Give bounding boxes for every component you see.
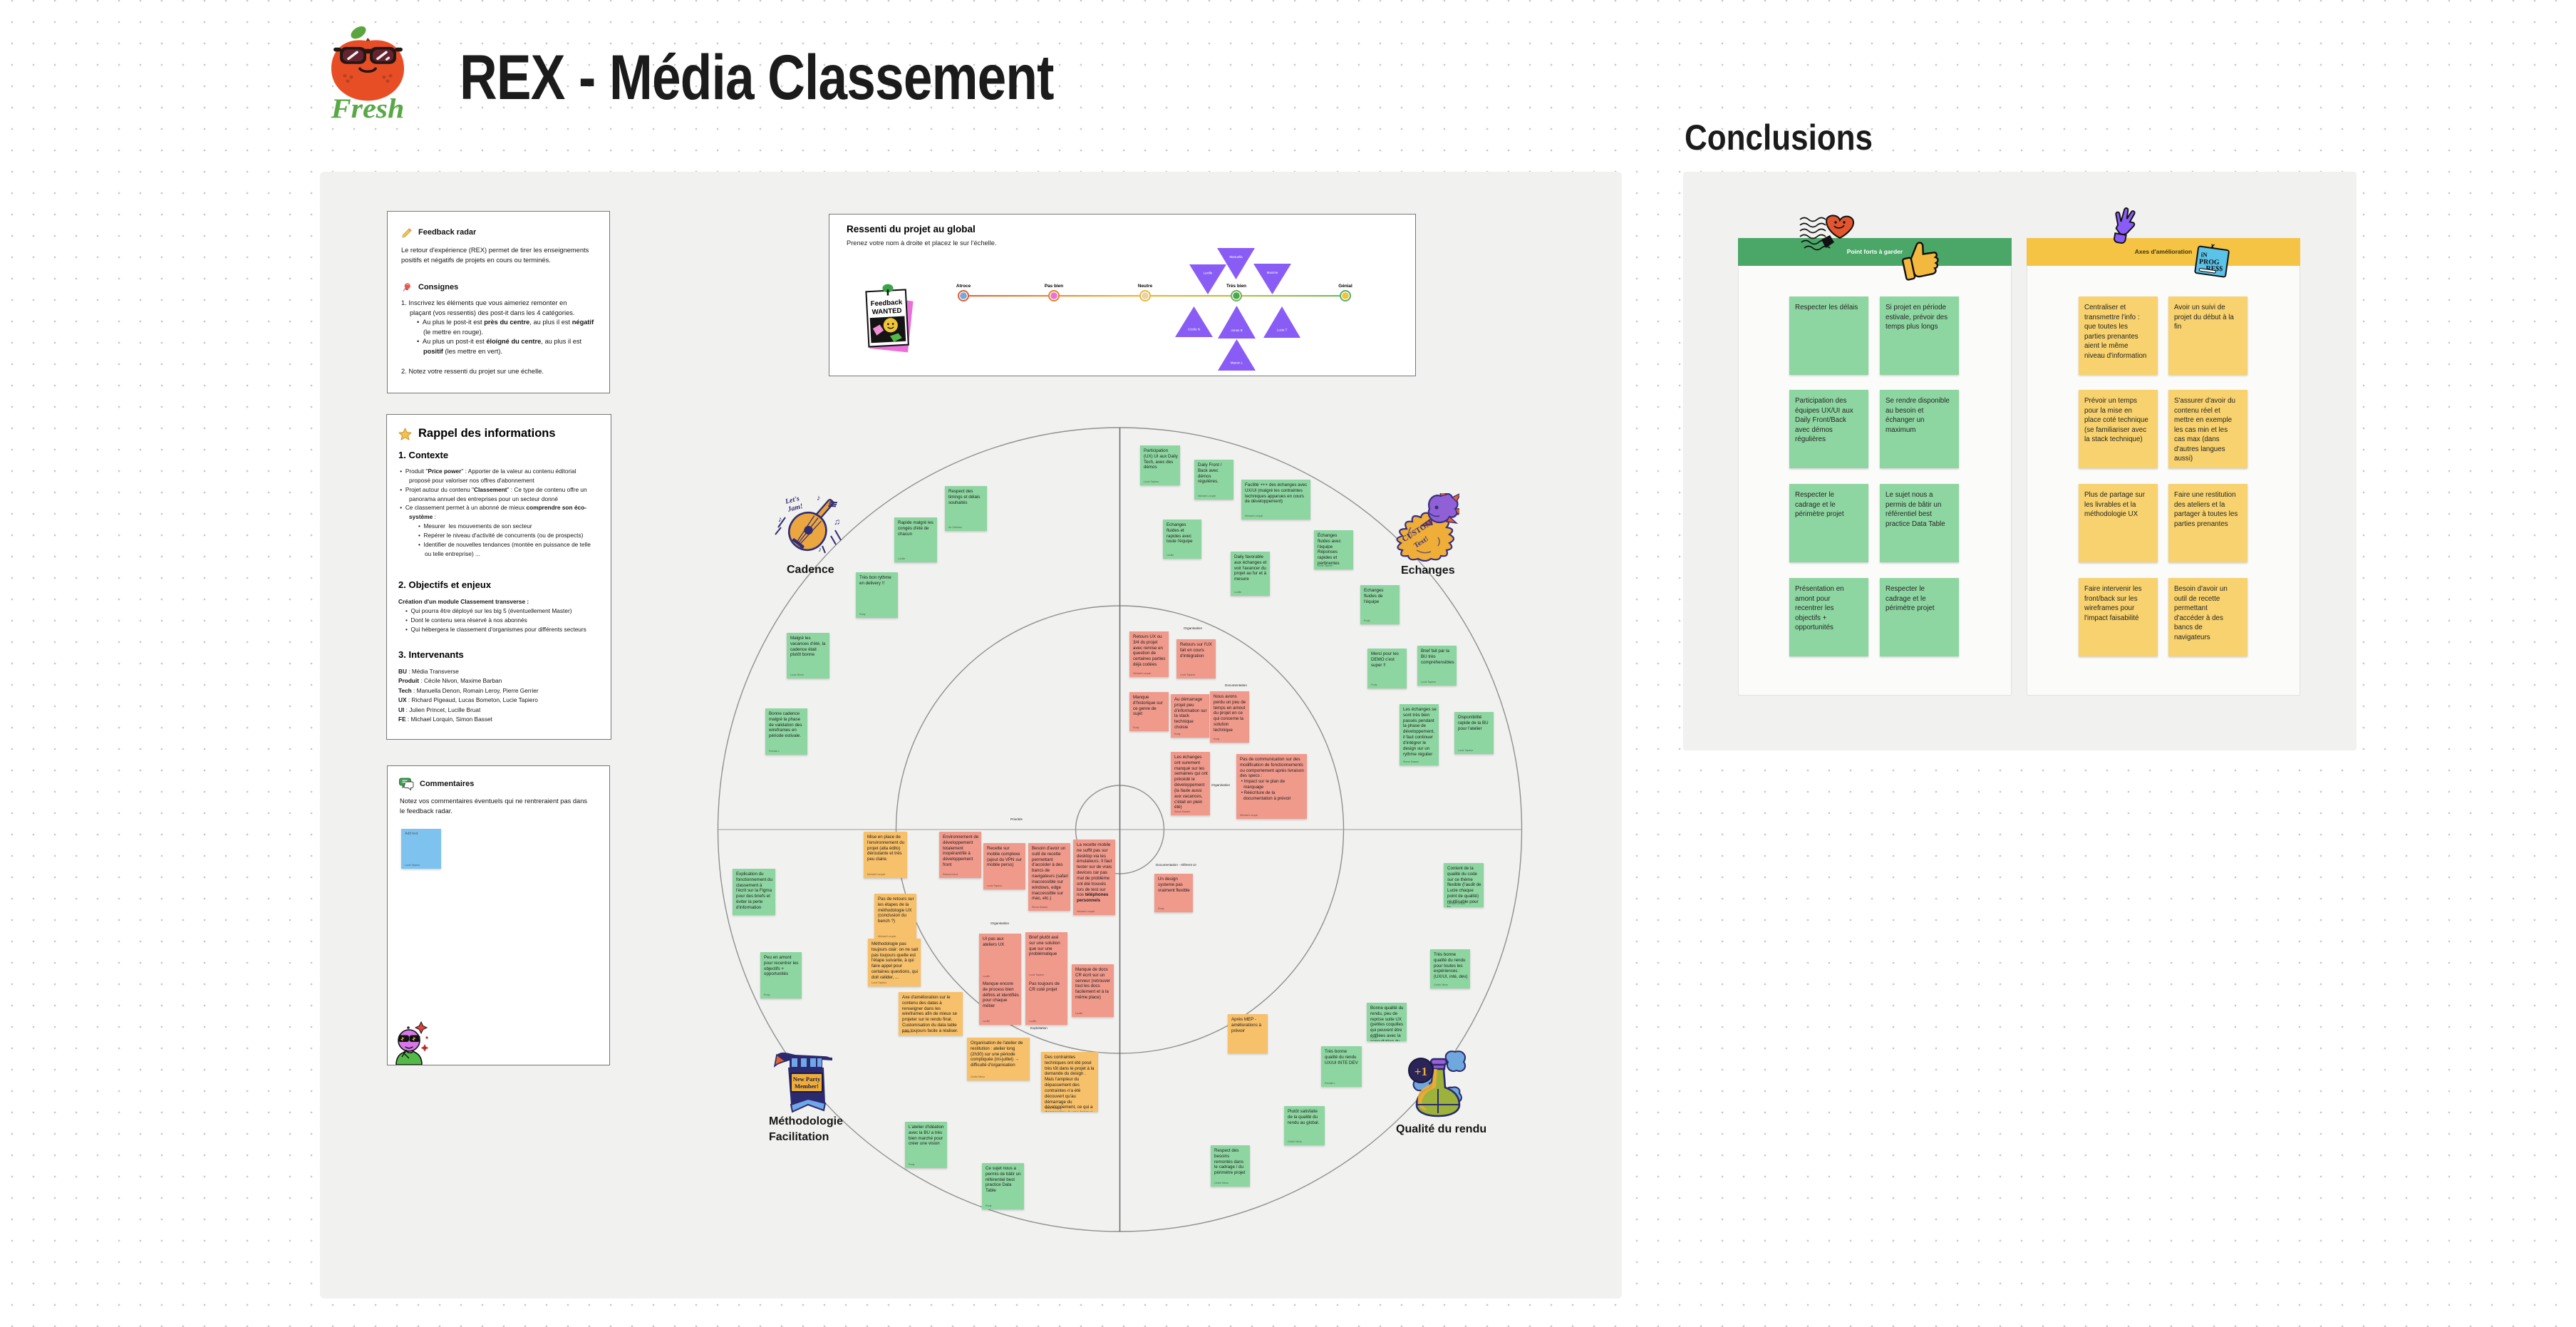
svg-text:Jonas B: Jonas B <box>1231 329 1242 332</box>
svg-text:WANTED: WANTED <box>871 307 901 316</box>
svg-text:Let's: Let's <box>784 495 800 506</box>
svg-text:RE$$: RE$$ <box>2205 264 2223 273</box>
svg-text:♪: ♪ <box>817 494 821 502</box>
svg-text:Feedback: Feedback <box>870 299 903 308</box>
svg-text:Maxime: Maxime <box>1267 271 1278 274</box>
svg-text:iN: iN <box>2201 251 2208 258</box>
svg-text:Lucille: Lucille <box>1204 271 1213 274</box>
svg-text:+1: +1 <box>1414 1065 1427 1078</box>
svg-text:♫: ♫ <box>834 517 840 527</box>
svg-text:Manon L: Manon L <box>1231 361 1243 364</box>
svg-text:Lucie T: Lucie T <box>1277 328 1288 331</box>
svg-text:Cécile N: Cécile N <box>1188 328 1200 331</box>
svg-text:Fresh: Fresh <box>331 93 405 120</box>
svg-text:Manuella: Manuella <box>1229 255 1243 259</box>
svg-text:Member!: Member! <box>795 1083 819 1090</box>
svg-text:♪: ♪ <box>778 515 782 524</box>
svg-text:New Party: New Party <box>793 1075 821 1083</box>
svg-text:PROG: PROG <box>2199 258 2220 267</box>
svg-text:Jam!: Jam! <box>786 502 804 514</box>
svg-text:♪: ♪ <box>818 546 822 554</box>
